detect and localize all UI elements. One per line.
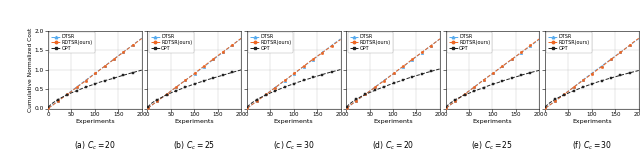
X-axis label: Experiments: Experiments bbox=[373, 120, 413, 124]
Legend: DTSR, RDTSR(ours), OPT: DTSR, RDTSR(ours), OPT bbox=[49, 32, 95, 53]
Y-axis label: Cumulative Normalized Cost: Cumulative Normalized Cost bbox=[28, 28, 33, 112]
Text: (b) $C_c = 25$: (b) $C_c = 25$ bbox=[173, 139, 215, 152]
Legend: DTSR, RDTSR(ours), OPT: DTSR, RDTSR(ours), OPT bbox=[248, 32, 294, 53]
X-axis label: Experiments: Experiments bbox=[472, 120, 512, 124]
X-axis label: Experiments: Experiments bbox=[175, 120, 214, 124]
Text: (c) $C_c = 30$: (c) $C_c = 30$ bbox=[273, 139, 314, 152]
Text: (e) $C_c = 25$: (e) $C_c = 25$ bbox=[472, 139, 513, 152]
Legend: DTSR, RDTSR(ours), OPT: DTSR, RDTSR(ours), OPT bbox=[447, 32, 492, 53]
Legend: DTSR, RDTSR(ours), OPT: DTSR, RDTSR(ours), OPT bbox=[348, 32, 393, 53]
Legend: DTSR, RDTSR(ours), OPT: DTSR, RDTSR(ours), OPT bbox=[547, 32, 591, 53]
Legend: DTSR, RDTSR(ours), OPT: DTSR, RDTSR(ours), OPT bbox=[149, 32, 194, 53]
Text: (f) $C_c = 30$: (f) $C_c = 30$ bbox=[572, 139, 612, 152]
X-axis label: Experiments: Experiments bbox=[75, 120, 115, 124]
Text: (d) $C_c = 20$: (d) $C_c = 20$ bbox=[372, 139, 414, 152]
X-axis label: Experiments: Experiments bbox=[572, 120, 612, 124]
X-axis label: Experiments: Experiments bbox=[274, 120, 314, 124]
Text: (a) $C_c = 20$: (a) $C_c = 20$ bbox=[74, 139, 116, 152]
